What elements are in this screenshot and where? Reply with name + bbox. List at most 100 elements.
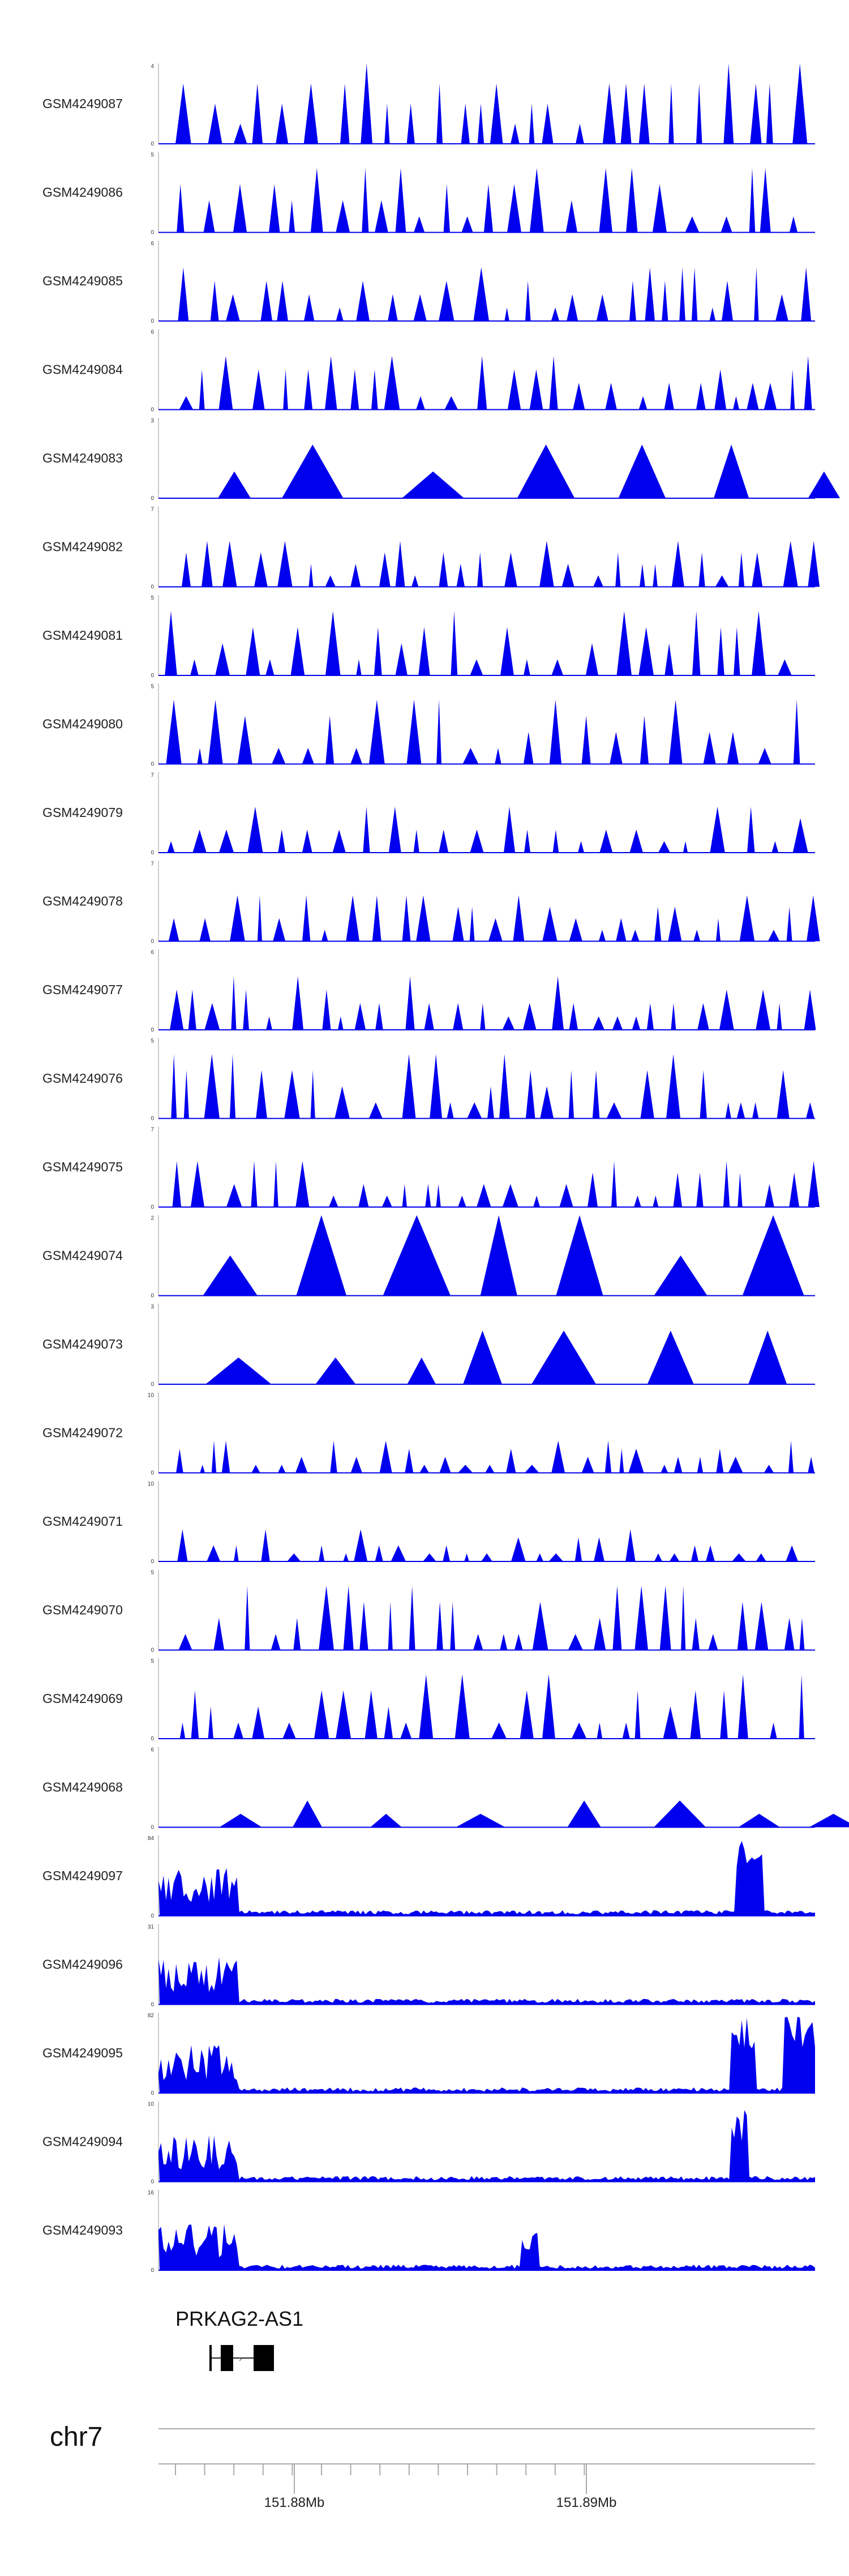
ymin-tick-label: 0 [151, 1116, 154, 1122]
track-GSM4249087: GSM4249087 4 0 [42, 63, 815, 147]
gene-exon [254, 2345, 274, 2371]
track-GSM4249096: GSM4249096 31 0 [42, 1924, 815, 2008]
signal-area [160, 63, 815, 144]
ymax-tick-label: 10 [148, 2102, 155, 2108]
track-label: GSM4249069 [42, 1691, 123, 1706]
track-GSM4249094: GSM4249094 10 0 [42, 2101, 815, 2185]
track-GSM4249083: GSM4249083 3 0 [42, 418, 841, 502]
ymax-tick-label: 7 [151, 861, 154, 867]
ymin-tick-label: 0 [151, 2179, 154, 2185]
track-label: GSM4249074 [42, 1248, 123, 1263]
track-label: GSM4249081 [42, 628, 123, 643]
ymin-tick-label: 0 [151, 2002, 154, 2008]
track-GSM4249097: GSM4249097 84 0 [42, 1835, 815, 1919]
ymin-tick-label: 0 [151, 1559, 154, 1565]
ymax-tick-label: 6 [151, 330, 154, 336]
ymax-tick-label: 84 [148, 1835, 155, 1842]
track-label: GSM4249076 [42, 1071, 123, 1086]
signal-area [160, 1161, 820, 1207]
track-GSM4249075: GSM4249075 7 0 [42, 1127, 820, 1210]
ymin-tick-label: 0 [151, 1736, 154, 1742]
signal-area [160, 1215, 815, 1296]
ymax-tick-label: 82 [148, 2013, 155, 2019]
track-GSM4249071: GSM4249071 10 0 [42, 1481, 815, 1565]
ymin-tick-label: 0 [151, 1913, 154, 1919]
ymin-tick-label: 0 [151, 1204, 154, 1210]
track-GSM4249070: GSM4249070 5 0 [42, 1569, 815, 1654]
signal-area [160, 699, 815, 764]
ymin-tick-label: 0 [151, 1027, 154, 1033]
ymax-tick-label: 10 [148, 1393, 155, 1399]
axis-tick-label-1: 151.88Mb [264, 2495, 325, 2510]
track-GSM4249069: GSM4249069 5 0 [42, 1658, 815, 1742]
ymin-tick-label: 0 [151, 2267, 154, 2274]
track-label: GSM4249086 [42, 185, 123, 200]
signal-area [160, 444, 841, 498]
gene-label: PRKAG2-AS1 [175, 2307, 303, 2330]
track-label: GSM4249093 [42, 2223, 123, 2237]
ymax-tick-label: 16 [148, 2190, 155, 2196]
ymin-tick-label: 0 [151, 850, 154, 856]
signal-tracks: GSM424908740GSM424908650GSM424908560GSM4… [42, 63, 849, 2274]
track-GSM4249073: GSM4249073 3 0 [42, 1304, 815, 1388]
track-label: GSM4249085 [42, 273, 123, 288]
track-label: GSM4249095 [42, 2046, 123, 2060]
track-label: GSM4249071 [42, 1514, 123, 1529]
ymax-tick-label: 5 [151, 1038, 154, 1045]
ymax-tick-label: 10 [148, 1481, 155, 1487]
signal-area [158, 1957, 815, 2005]
track-label: GSM4249094 [42, 2134, 123, 2149]
track-label: GSM4249084 [42, 362, 123, 377]
ymax-tick-label: 5 [151, 595, 154, 601]
signal-area [158, 2110, 815, 2182]
ymin-tick-label: 0 [151, 318, 154, 324]
ymax-tick-label: 5 [151, 1658, 154, 1664]
genomic-axis: chr7 151.88Mb 151.89Mb [50, 2422, 815, 2510]
ymin-tick-label: 0 [151, 1470, 154, 1477]
track-GSM4249080: GSM4249080 5 0 [42, 683, 815, 768]
signal-area [158, 2017, 815, 2093]
ymax-tick-label: 5 [151, 684, 154, 690]
chromosome-label: chr7 [50, 2422, 102, 2452]
ymin-tick-label: 0 [151, 1381, 154, 1388]
track-label: GSM4249096 [42, 1957, 123, 1972]
ymax-tick-label: 5 [151, 1570, 154, 1576]
ymin-tick-label: 0 [151, 2090, 154, 2096]
ymax-tick-label: 7 [151, 1127, 154, 1133]
track-GSM4249082: GSM4249082 7 0 [42, 506, 820, 590]
track-GSM4249068: GSM4249068 6 0 [42, 1747, 849, 1831]
ymin-tick-label: 0 [151, 495, 154, 502]
signal-area [160, 806, 815, 853]
track-GSM4249093: GSM4249093 16 0 [42, 2190, 815, 2274]
track-label: GSM4249068 [42, 1780, 123, 1795]
track-label: GSM4249078 [42, 894, 123, 909]
track-GSM4249077: GSM4249077 6 0 [42, 949, 816, 1033]
ymin-tick-label: 0 [151, 141, 154, 147]
ymin-tick-label: 0 [151, 939, 154, 945]
ymax-tick-label: 6 [151, 241, 154, 247]
strand-arrow-icon: › [239, 2354, 242, 2364]
ymax-tick-label: 7 [151, 772, 154, 778]
track-label: GSM4249082 [42, 540, 123, 554]
ymax-tick-label: 4 [151, 63, 154, 70]
ymin-tick-label: 0 [151, 407, 154, 413]
axis-tick-label-2: 151.89Mb [556, 2495, 617, 2510]
signal-area [160, 611, 815, 675]
ymin-tick-label: 0 [151, 1825, 154, 1831]
track-GSM4249074: GSM4249074 2 0 [42, 1215, 815, 1299]
track-label: GSM4249097 [42, 1868, 123, 1883]
track-GSM4249081: GSM4249081 5 0 [42, 595, 815, 679]
ymin-tick-label: 0 [151, 673, 154, 679]
track-label: GSM4249075 [42, 1159, 123, 1174]
signal-area [160, 1800, 849, 1828]
track-label: GSM4249072 [42, 1426, 123, 1440]
ymax-tick-label: 7 [151, 507, 154, 513]
track-label: GSM4249070 [42, 1603, 123, 1618]
gene-exon [209, 2345, 212, 2371]
track-label: GSM4249083 [42, 451, 123, 465]
ymax-tick-label: 6 [151, 1747, 154, 1753]
gene-annotation: PRKAG2-AS1 › [175, 2307, 303, 2371]
signal-area [160, 976, 816, 1030]
signal-area [160, 1529, 815, 1561]
